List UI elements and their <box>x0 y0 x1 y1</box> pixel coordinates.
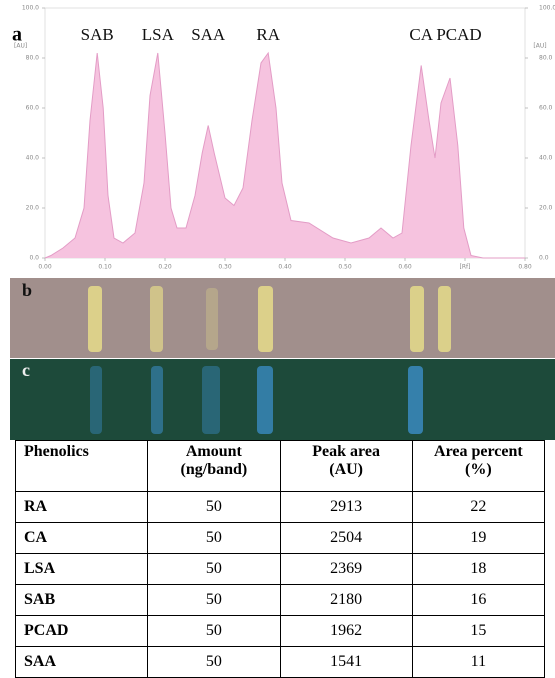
table-cell: LSA <box>14 553 149 585</box>
peak-label: CA <box>409 25 433 44</box>
header-cell: Phenolics <box>14 440 149 492</box>
table-cell: 22 <box>411 491 546 523</box>
table-cell: 18 <box>411 553 546 585</box>
peak-label: RA <box>256 25 280 44</box>
bands-b <box>88 286 451 352</box>
header-text: Peak area (AU) <box>312 443 380 478</box>
y-tick-label: 80.0 <box>539 55 553 62</box>
header-cell: Area percent (%) <box>411 440 546 492</box>
header-text: Phenolics <box>24 443 89 460</box>
peak-label: LSA <box>142 25 175 44</box>
table-cell: 50 <box>147 491 281 523</box>
table-cell: 50 <box>147 553 281 585</box>
table-cell: 2913 <box>279 491 413 523</box>
x-tick-label: 0.50 <box>338 264 352 271</box>
panel-label: c <box>22 360 30 380</box>
header-cell: Peak area (AU) <box>279 440 413 492</box>
y-tick-label: 20.0 <box>26 205 40 212</box>
y-tick-label: 40.0 <box>26 155 40 162</box>
y-tick-label: 60.0 <box>26 105 40 112</box>
y-tick-label: 0.0 <box>29 255 39 262</box>
header-text: Amount (ng/band) <box>180 443 248 478</box>
x-tick-label: 0.80 <box>518 264 532 271</box>
plate-c <box>10 359 555 440</box>
header-cell: Amount (ng/band) <box>147 440 281 492</box>
table-cell: 50 <box>147 615 281 647</box>
y-tick-label: 80.0 <box>26 55 40 62</box>
table-row: SAB 50 2180 16 <box>14 584 546 616</box>
y-tick-label: 100.0 <box>22 5 39 12</box>
x-tick-label: 0.60 <box>398 264 412 271</box>
x-tick-label: 0.30 <box>218 264 232 271</box>
table-cell: 50 <box>147 522 281 554</box>
y-axis-label: [AU] <box>533 43 546 50</box>
table-row: CA 50 2504 19 <box>14 522 546 554</box>
table-cell: 2180 <box>279 584 413 616</box>
x-tick-label: 0.10 <box>98 264 112 271</box>
table-cell: 1962 <box>279 615 413 647</box>
y-tick-label: 60.0 <box>539 105 553 112</box>
table-cell: RA <box>14 491 149 523</box>
table-row: RA 50 2913 22 <box>14 491 546 523</box>
x-tick-label: 0.40 <box>278 264 292 271</box>
y-axis-label: [AU] <box>14 43 27 50</box>
results-table: Phenolics Amount (ng/band) Peak area (AU) A… <box>14 440 546 678</box>
table-cell: 50 <box>147 584 281 616</box>
area-fill <box>45 53 525 258</box>
table-cell: 16 <box>411 584 546 616</box>
peak-label: SAB <box>81 25 114 44</box>
x-tick-label: 0.00 <box>38 264 52 271</box>
y-tick-label: 40.0 <box>539 155 553 162</box>
x-tick-label: [Rf] <box>460 264 471 271</box>
panel-label: b <box>22 280 32 300</box>
peak-label: PCAD <box>436 25 481 44</box>
header-row: Phenolics Amount (ng/band) Peak area (AU) A… <box>14 440 546 492</box>
y-tick-label: 20.0 <box>539 205 553 212</box>
x-tick-label: 0.20 <box>158 264 172 271</box>
table-cell: SAB <box>14 584 149 616</box>
peak-label: SAA <box>191 25 226 44</box>
table-cell: PCAD <box>14 615 149 647</box>
y-tick-label: 0.0 <box>539 255 549 262</box>
table-cell: 2504 <box>279 522 413 554</box>
table-cell: 2369 <box>279 553 413 585</box>
tlc-plates: b c <box>10 278 555 440</box>
table-cell: CA <box>14 522 149 554</box>
area-line <box>44 51 525 259</box>
bands-c <box>90 366 423 434</box>
table-row: LSA 50 2369 18 <box>14 553 546 585</box>
chromatogram: a [AU] [AU] 0.0 0.0 20.0 20.0 40.0 40.0 60.0 60… <box>12 5 555 271</box>
table-row: PCAD 50 1962 15 <box>14 615 546 647</box>
panel-label: a <box>12 24 22 46</box>
table-cell: 19 <box>411 522 546 554</box>
y-tick-label: 100.0 <box>539 5 555 12</box>
header-text: Area percent (%) <box>434 443 523 478</box>
table-cell: 15 <box>411 615 546 647</box>
